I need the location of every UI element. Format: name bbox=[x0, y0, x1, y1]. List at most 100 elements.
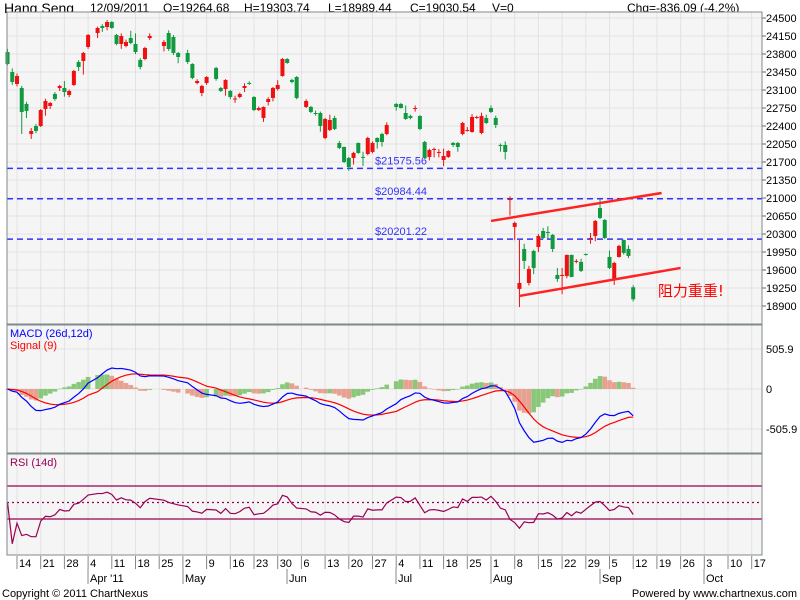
macd-histogram-bar bbox=[550, 389, 555, 397]
macd-histogram-bar bbox=[213, 389, 219, 397]
macd-histogram-bar bbox=[341, 389, 347, 398]
candle-body bbox=[545, 231, 550, 233]
candlestick bbox=[361, 151, 366, 167]
candle-body bbox=[138, 59, 143, 68]
macd-line bbox=[7, 367, 634, 444]
macd-histogram-bar bbox=[104, 374, 110, 389]
candle-body bbox=[280, 58, 285, 77]
candlestick bbox=[138, 58, 143, 70]
candlestick bbox=[455, 141, 460, 152]
candle-body bbox=[626, 248, 631, 256]
candle-body bbox=[171, 36, 176, 53]
candle-body bbox=[218, 87, 223, 91]
x-tick-label: 30 bbox=[280, 558, 292, 570]
candlestick bbox=[119, 33, 124, 49]
candlestick bbox=[451, 141, 456, 148]
x-tick-label: 1 bbox=[493, 558, 499, 570]
candlestick bbox=[555, 267, 560, 282]
candle-body bbox=[266, 99, 271, 102]
panel-m-border bbox=[6, 324, 763, 454]
powered-by-link[interactable]: Powered by www.chartnexus.com bbox=[631, 588, 797, 600]
panel-r-background bbox=[7, 454, 762, 555]
candle-body bbox=[252, 96, 256, 111]
candlestick bbox=[81, 51, 86, 75]
candle-body bbox=[460, 122, 465, 134]
macd-histogram-bar bbox=[38, 389, 43, 399]
candlestick bbox=[266, 97, 271, 106]
candlestick bbox=[427, 148, 432, 161]
candle-body bbox=[119, 36, 124, 44]
candlestick bbox=[166, 30, 171, 51]
candlestick bbox=[422, 140, 427, 159]
candlestick bbox=[607, 250, 612, 269]
candlestick bbox=[436, 149, 441, 158]
macd-histogram-bar bbox=[303, 387, 309, 389]
x-tick-label: 28 bbox=[66, 558, 78, 570]
candle-body bbox=[52, 93, 57, 99]
candlestick bbox=[270, 86, 275, 102]
candle-body bbox=[517, 282, 522, 289]
candle-body bbox=[465, 129, 470, 131]
x-tick-label: 21 bbox=[43, 558, 55, 570]
price-tick-label: 22750 bbox=[766, 103, 797, 115]
candle-body bbox=[503, 144, 508, 152]
candle-body bbox=[308, 106, 313, 112]
macd-histogram-bar bbox=[393, 381, 399, 389]
macd-histogram-bar bbox=[630, 387, 636, 389]
macd-histogram-bar bbox=[351, 389, 356, 398]
candlestick bbox=[441, 148, 446, 167]
candlestick bbox=[342, 146, 347, 164]
macd-histogram-bar bbox=[479, 382, 484, 389]
x-tick-label: 4 bbox=[398, 558, 404, 570]
candlestick bbox=[484, 114, 489, 124]
candlestick bbox=[289, 78, 294, 84]
candlestick bbox=[346, 156, 351, 171]
candle-body bbox=[356, 142, 361, 153]
macd-histogram-bar bbox=[583, 386, 589, 389]
macd-histogram-bar bbox=[100, 374, 105, 389]
candle-body bbox=[228, 90, 233, 97]
x-tick-label: 11 bbox=[114, 558, 125, 570]
price-tick-label: 24500 bbox=[766, 13, 797, 25]
price-tick-label: 21700 bbox=[766, 157, 797, 169]
macd-histogram-bar bbox=[232, 389, 238, 397]
candle-body bbox=[5, 51, 10, 64]
macd-histogram-bar bbox=[626, 382, 631, 389]
month-label: Jul bbox=[398, 573, 412, 585]
candle-body bbox=[607, 256, 612, 268]
candlestick bbox=[413, 105, 418, 112]
candlestick bbox=[332, 115, 337, 131]
candlestick bbox=[526, 265, 531, 286]
macd-histogram-bar bbox=[218, 389, 224, 397]
macd-histogram-bar bbox=[142, 389, 148, 391]
macd-histogram-bar bbox=[313, 389, 318, 392]
candle-body bbox=[105, 22, 110, 27]
x-tick-label: 5 bbox=[612, 558, 618, 570]
candle-body bbox=[10, 72, 15, 82]
x-tick-label: 14 bbox=[19, 558, 31, 570]
macd-histogram-bar bbox=[379, 387, 385, 389]
candle-body bbox=[275, 84, 280, 89]
candle-body bbox=[446, 150, 451, 157]
macd-histogram-bar bbox=[588, 382, 593, 389]
macd-histogram-bar bbox=[540, 389, 546, 403]
candlestick bbox=[479, 112, 484, 135]
candle-body bbox=[564, 254, 569, 276]
macd-histogram-bar bbox=[133, 387, 138, 389]
support-level-label: $21575.56 bbox=[375, 155, 427, 167]
candle-body bbox=[100, 26, 105, 28]
candlestick bbox=[403, 105, 408, 120]
candle-body bbox=[133, 43, 138, 52]
candlestick bbox=[512, 221, 517, 241]
macd-histogram-bar bbox=[318, 389, 323, 394]
macd-histogram-bar bbox=[66, 386, 72, 389]
x-tick-label: 3 bbox=[706, 558, 712, 570]
x-tick-label: 12 bbox=[635, 558, 647, 570]
candlestick bbox=[337, 140, 342, 150]
rsi-line bbox=[6, 491, 634, 544]
candlestick bbox=[612, 261, 617, 285]
macd-histogram-bar bbox=[621, 382, 627, 389]
macd-histogram-bar bbox=[190, 389, 195, 396]
candle-body bbox=[489, 108, 493, 112]
candle-body bbox=[337, 142, 342, 148]
